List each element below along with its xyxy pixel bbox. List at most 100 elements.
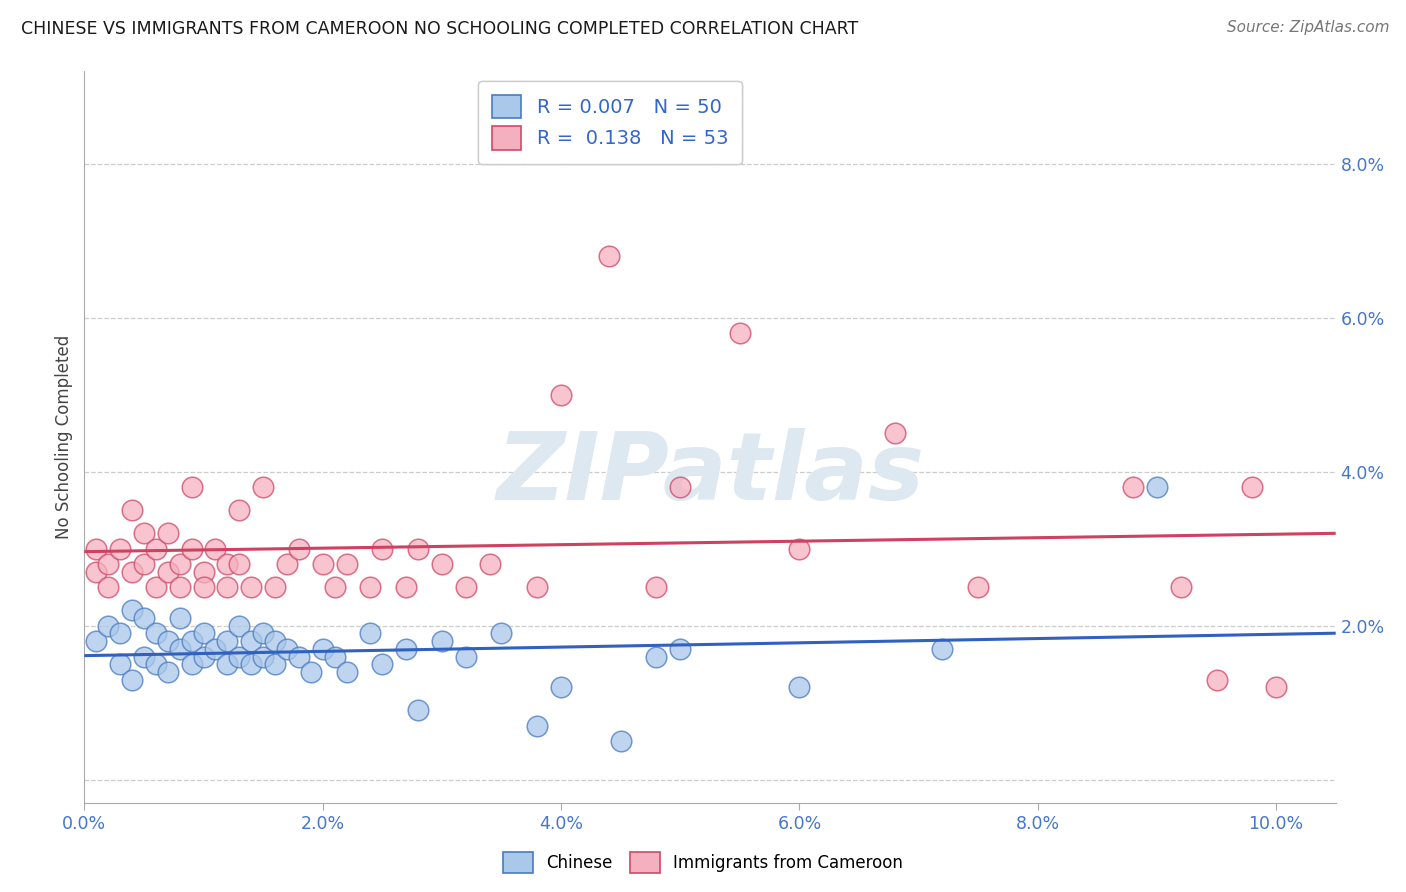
Point	[645, 649, 668, 664]
Point	[217, 634, 239, 648]
Point	[169, 557, 191, 571]
Point	[252, 626, 274, 640]
Point	[84, 541, 107, 556]
Y-axis label: No Schooling Completed: No Schooling Completed	[55, 335, 73, 539]
Point	[145, 580, 167, 594]
Point	[645, 580, 668, 594]
Point	[276, 557, 298, 571]
Point	[204, 641, 226, 656]
Point	[145, 626, 167, 640]
Point	[550, 681, 572, 695]
Point	[132, 526, 155, 541]
Point	[228, 649, 250, 664]
Point	[264, 634, 287, 648]
Point	[406, 703, 429, 717]
Point	[312, 641, 335, 656]
Point	[193, 626, 215, 640]
Point	[335, 557, 357, 571]
Point	[121, 565, 143, 579]
Point	[156, 526, 179, 541]
Point	[108, 541, 131, 556]
Point	[264, 580, 287, 594]
Point	[145, 657, 167, 672]
Point	[204, 541, 226, 556]
Point	[169, 641, 191, 656]
Point	[1122, 480, 1144, 494]
Point	[145, 541, 167, 556]
Text: ZIPatlas: ZIPatlas	[496, 427, 924, 520]
Point	[323, 649, 346, 664]
Point	[264, 657, 287, 672]
Point	[121, 673, 143, 687]
Point	[789, 541, 811, 556]
Point	[217, 580, 239, 594]
Point	[406, 541, 429, 556]
Point	[193, 649, 215, 664]
Point	[430, 634, 453, 648]
Point	[609, 734, 631, 748]
Point	[1241, 480, 1264, 494]
Point	[299, 665, 322, 679]
Point	[526, 580, 548, 594]
Point	[180, 480, 202, 494]
Point	[240, 657, 263, 672]
Point	[491, 626, 513, 640]
Point	[228, 557, 250, 571]
Point	[371, 657, 394, 672]
Point	[789, 681, 811, 695]
Point	[288, 541, 311, 556]
Point	[240, 580, 263, 594]
Point	[193, 565, 215, 579]
Point	[288, 649, 311, 664]
Point	[156, 665, 179, 679]
Point	[598, 249, 620, 263]
Point	[193, 580, 215, 594]
Point	[252, 649, 274, 664]
Point	[323, 580, 346, 594]
Point	[228, 503, 250, 517]
Point	[883, 426, 905, 441]
Point	[121, 603, 143, 617]
Point	[931, 641, 953, 656]
Legend: R = 0.007   N = 50, R =  0.138   N = 53: R = 0.007 N = 50, R = 0.138 N = 53	[478, 81, 741, 163]
Point	[967, 580, 990, 594]
Point	[669, 480, 692, 494]
Point	[121, 503, 143, 517]
Point	[371, 541, 394, 556]
Point	[217, 657, 239, 672]
Point	[97, 557, 120, 571]
Point	[550, 388, 572, 402]
Point	[132, 649, 155, 664]
Point	[252, 480, 274, 494]
Point	[1265, 681, 1288, 695]
Point	[335, 665, 357, 679]
Point	[108, 626, 131, 640]
Point	[132, 611, 155, 625]
Point	[97, 618, 120, 632]
Point	[526, 719, 548, 733]
Point	[156, 565, 179, 579]
Point	[395, 641, 418, 656]
Point	[669, 641, 692, 656]
Point	[359, 580, 381, 594]
Point	[180, 657, 202, 672]
Point	[1170, 580, 1192, 594]
Point	[359, 626, 381, 640]
Point	[84, 634, 107, 648]
Point	[217, 557, 239, 571]
Text: Source: ZipAtlas.com: Source: ZipAtlas.com	[1226, 20, 1389, 35]
Point	[1146, 480, 1168, 494]
Point	[180, 634, 202, 648]
Point	[108, 657, 131, 672]
Point	[454, 580, 477, 594]
Point	[169, 611, 191, 625]
Point	[84, 565, 107, 579]
Point	[395, 580, 418, 594]
Point	[276, 641, 298, 656]
Text: CHINESE VS IMMIGRANTS FROM CAMEROON NO SCHOOLING COMPLETED CORRELATION CHART: CHINESE VS IMMIGRANTS FROM CAMEROON NO S…	[21, 20, 858, 37]
Point	[132, 557, 155, 571]
Point	[97, 580, 120, 594]
Point	[169, 580, 191, 594]
Point	[180, 541, 202, 556]
Point	[478, 557, 501, 571]
